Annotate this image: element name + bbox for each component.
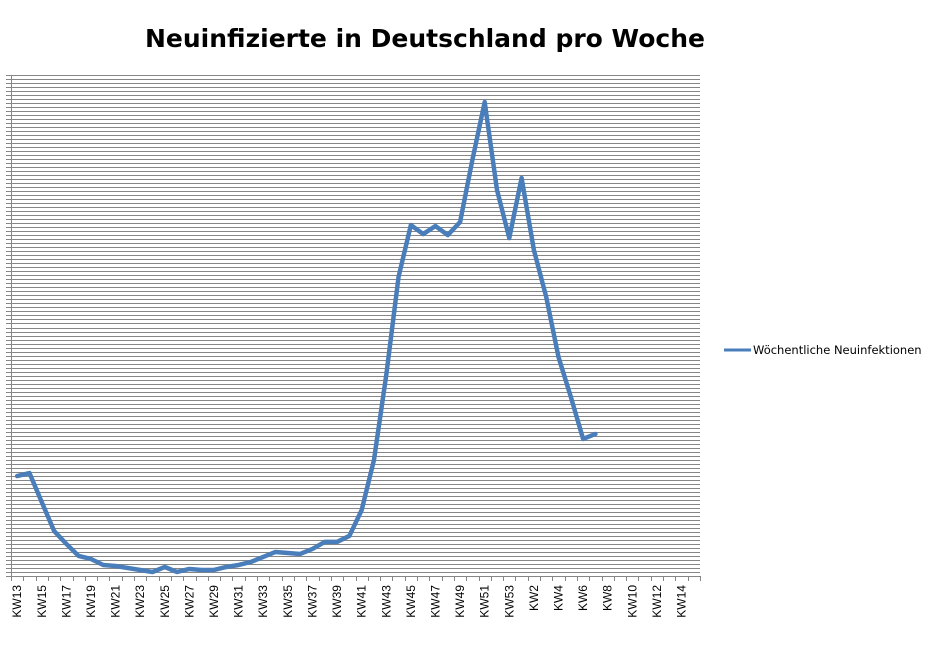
x-tick-label: KW51 <box>478 585 492 618</box>
x-tick-labels: KW13 KW15 KW17 KW19 KW21 KW23 KW25 KW27 KW29 KW31… <box>10 585 688 618</box>
x-tick-label: KW25 <box>158 585 172 618</box>
x-tick-label: KW33 <box>256 585 270 618</box>
x-tick-label: KW4 <box>552 585 566 611</box>
x-tick-label: KW21 <box>109 585 123 618</box>
x-tick-label: KW12 <box>650 585 664 618</box>
chart-title: Neuinfizierte in Deutschland pro Woche <box>145 24 705 53</box>
x-tick-label: KW47 <box>428 585 442 618</box>
x-tick-label: KW31 <box>232 585 246 618</box>
x-tick-label: KW17 <box>59 585 73 618</box>
x-tick-label: KW14 <box>675 585 689 618</box>
x-tick-label: KW23 <box>133 585 147 618</box>
gridlines <box>6 75 700 573</box>
axes <box>6 75 701 581</box>
x-tick-label: KW2 <box>527 585 541 611</box>
x-tick-label: KW39 <box>330 585 344 618</box>
x-tick-label: KW29 <box>207 585 221 618</box>
x-tick-label: KW6 <box>576 585 590 611</box>
x-tick-label: KW49 <box>453 585 467 618</box>
legend-label: Wöchentliche Neuinfektionen <box>753 343 922 357</box>
x-tick-label: KW13 <box>10 585 24 618</box>
x-tick-label: KW8 <box>601 585 615 611</box>
series-line <box>14 99 598 575</box>
x-tick-label: KW19 <box>84 585 98 618</box>
x-tick-label: KW45 <box>404 585 418 618</box>
x-tick-label: KW43 <box>379 585 393 618</box>
series-group <box>14 99 598 575</box>
x-tick-label: KW53 <box>502 585 516 618</box>
x-tick-label: KW41 <box>355 585 369 618</box>
x-tick-label: KW35 <box>281 585 295 618</box>
x-tick-label: KW37 <box>305 585 319 618</box>
x-tick-label: KW15 <box>35 585 49 618</box>
x-tick-label: KW10 <box>625 585 639 618</box>
legend: Wöchentliche Neuinfektionen <box>724 343 922 357</box>
x-tick-label: KW27 <box>182 585 196 618</box>
